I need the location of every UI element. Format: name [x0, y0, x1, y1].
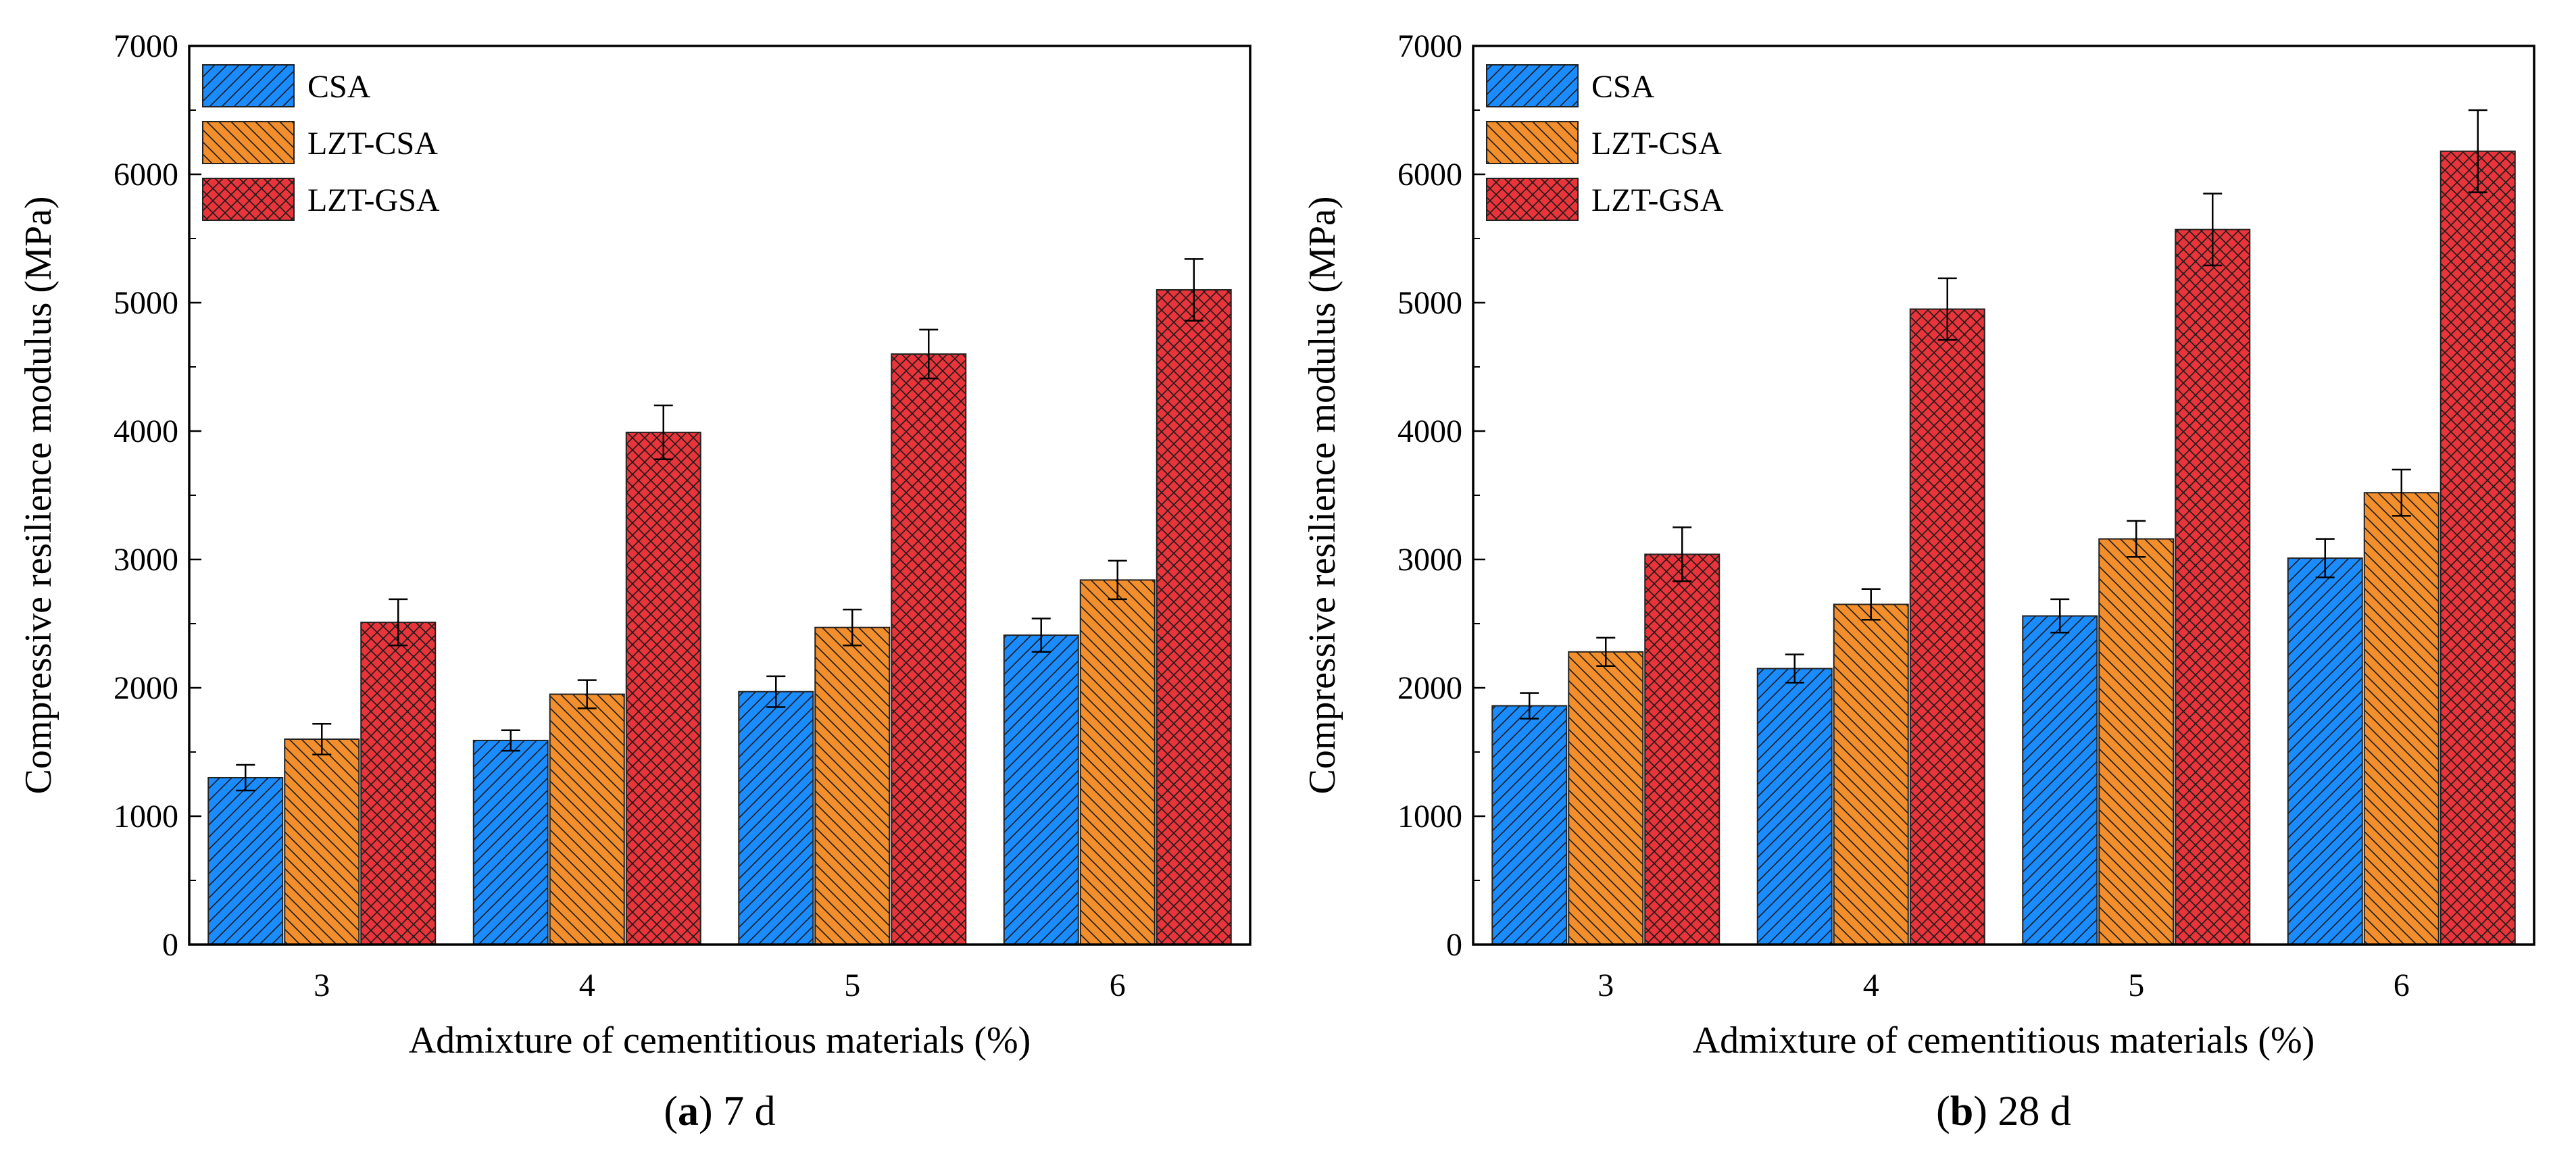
bar-csa-5: [2022, 615, 2098, 945]
bar-csa-3: [207, 777, 284, 945]
y-tick-label: 7000: [114, 28, 178, 64]
error-bar-csa-6: [2315, 538, 2335, 578]
bar-lzt-csa-6: [1079, 579, 1156, 945]
error-bar-lzt-csa-6: [1108, 559, 1127, 601]
bar-lzt-gsa-4: [1909, 308, 1985, 945]
legend-label-csa: CSA: [307, 69, 371, 105]
bar-lzt-gsa-3: [360, 622, 437, 945]
error-bar-csa-3: [236, 763, 255, 792]
bar-lzt-gsa-6: [1156, 289, 1232, 945]
bar-lzt-csa-6: [2363, 492, 2439, 945]
y-tick-label: 6000: [114, 157, 178, 193]
plot-frame: [1472, 45, 2535, 946]
error-bar-lzt-gsa-4: [1937, 277, 1957, 341]
y-tick-label: 0: [162, 927, 178, 963]
y-tick-label: 6000: [1397, 157, 1462, 193]
bar-csa-6: [1003, 634, 1079, 945]
error-bar-csa-4: [501, 729, 520, 752]
x-tick-label: 4: [579, 968, 595, 1003]
bar-lzt-csa-5: [814, 626, 891, 945]
error-bar-lzt-csa-3: [1596, 636, 1616, 667]
bar-csa-4: [472, 739, 549, 946]
x-tick-label: 6: [2394, 968, 2410, 1003]
y-tick-label: 4000: [1397, 414, 1462, 449]
legend-swatch-lzt-gsa: [202, 178, 295, 221]
error-bar-lzt-gsa-3: [389, 598, 408, 647]
bar-lzt-csa-4: [1833, 603, 1909, 945]
legend-swatch-lzt-csa: [202, 121, 295, 164]
bar-csa-4: [1756, 668, 1833, 945]
y-tick-label: 5000: [1397, 285, 1462, 321]
x-tick-label: 4: [1863, 968, 1879, 1003]
legend-label-lzt-gsa: LZT-GSA: [307, 182, 440, 218]
y-tick-label: 2000: [114, 670, 178, 706]
x-tick-label: 3: [1597, 968, 1614, 1003]
legend-label-csa: CSA: [1591, 69, 1655, 105]
legend: CSA LZT-CSA LZT-GSA: [1486, 64, 1724, 221]
error-bar-lzt-csa-5: [2127, 520, 2146, 558]
y-axis-title: Compressive resilience modulus (MPa): [18, 197, 59, 795]
y-tick-label: 3000: [114, 542, 178, 578]
bar-csa-3: [1491, 705, 1568, 945]
bar-lzt-csa-4: [549, 693, 625, 945]
error-bar-lzt-csa-4: [577, 679, 597, 709]
legend-swatch-csa: [202, 64, 295, 107]
x-axis-title: Admixture of cementitious materials (%): [409, 1020, 1031, 1061]
x-tick-label: 5: [2128, 968, 2144, 1003]
error-bar-lzt-gsa-4: [653, 404, 673, 461]
bar-lzt-gsa-5: [891, 353, 967, 945]
error-bar-lzt-csa-4: [1861, 588, 1881, 621]
legend-label-lzt-gsa: LZT-GSA: [1591, 182, 1724, 218]
legend-swatch-lzt-gsa: [1486, 178, 1579, 221]
bar-lzt-csa-3: [284, 738, 360, 945]
legend: CSA LZT-CSA LZT-GSA: [202, 64, 440, 221]
error-bar-lzt-csa-6: [2392, 468, 2411, 517]
y-tick-label: 1000: [1397, 799, 1462, 834]
error-bar-csa-6: [1031, 618, 1051, 653]
error-bar-lzt-gsa-6: [1184, 258, 1204, 322]
x-tick-label: 6: [1110, 968, 1126, 1003]
chart-panel-a: 0 1000 2000 3000 4000 5000 6000 7000 3 4 5 6 Admixtu…: [18, 28, 1252, 1134]
legend-swatch-csa: [1486, 64, 1579, 107]
y-tick-label: 0: [1446, 927, 1462, 963]
error-bar-lzt-gsa-5: [919, 328, 939, 380]
chart-panel-b: 0 1000 2000 3000 4000 5000 6000 7000 3 4 5 6 Admixtu…: [1302, 28, 2535, 1134]
error-bar-csa-4: [1785, 653, 1804, 684]
error-bar-csa-3: [1520, 692, 1539, 720]
legend-label-lzt-csa: LZT-CSA: [307, 126, 438, 161]
y-tick-label: 3000: [1397, 542, 1462, 578]
bar-lzt-csa-5: [2098, 538, 2175, 945]
y-tick-label: 4000: [114, 414, 178, 449]
y-axis-title: Compressive resilience modulus (MPa): [1302, 197, 1343, 795]
bar-lzt-gsa-5: [2175, 228, 2251, 946]
error-bar-csa-5: [2050, 598, 2070, 634]
bar-lzt-gsa-6: [2439, 150, 2516, 945]
bar-lzt-gsa-3: [1644, 553, 1720, 945]
bar-csa-6: [2287, 557, 2363, 945]
bar-lzt-csa-3: [1568, 651, 1644, 945]
panel-caption: (a) 7 d: [664, 1088, 775, 1134]
error-bar-lzt-gsa-5: [2203, 193, 2223, 267]
x-tick-label: 3: [314, 968, 330, 1003]
y-tick-label: 2000: [1397, 670, 1462, 706]
y-tick-label: 1000: [114, 799, 178, 834]
error-bar-lzt-gsa-6: [2468, 109, 2487, 193]
y-tick-label: 5000: [114, 285, 178, 321]
legend-swatch-lzt-csa: [1486, 121, 1579, 164]
x-axis-title: Admixture of cementitious materials (%): [1693, 1020, 2315, 1061]
y-tick-label: 7000: [1397, 28, 1462, 64]
error-bar-csa-5: [766, 675, 786, 708]
error-bar-lzt-gsa-3: [1673, 526, 1692, 582]
error-bar-lzt-csa-5: [843, 608, 862, 647]
legend-label-lzt-csa: LZT-CSA: [1591, 126, 1722, 161]
error-bar-lzt-csa-3: [312, 722, 332, 756]
panel-caption: (b) 28 d: [1936, 1088, 2071, 1134]
bar-lzt-gsa-4: [625, 431, 701, 945]
x-tick-label: 5: [844, 968, 860, 1003]
plot-frame: [188, 45, 1252, 946]
bar-csa-5: [738, 691, 814, 945]
